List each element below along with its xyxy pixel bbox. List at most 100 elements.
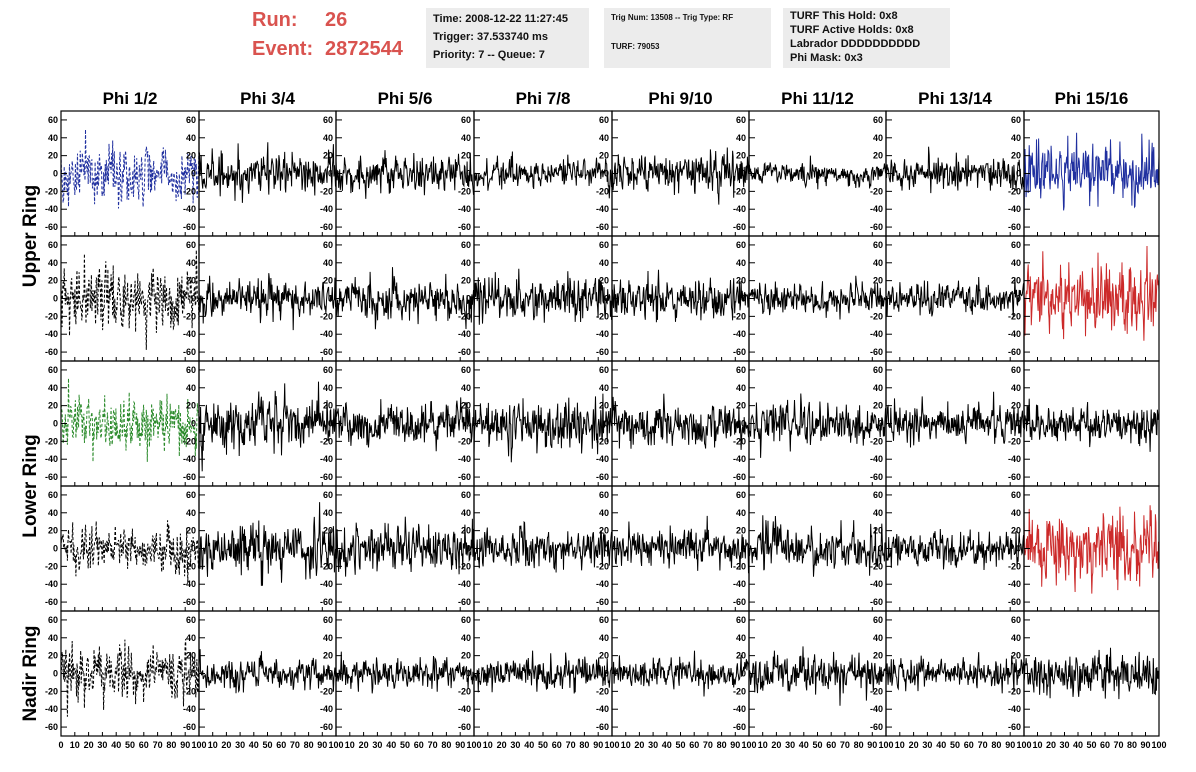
x-tick-label: 30: [785, 740, 795, 750]
phi-mask-text: Phi Mask: 0x3: [790, 52, 863, 64]
y-tick-label: 20: [461, 526, 471, 536]
waveform-trace: [198, 649, 337, 694]
y-tick-label: 20: [48, 651, 58, 661]
x-tick-label: 10: [895, 740, 905, 750]
y-tick-label: -40: [458, 579, 471, 589]
y-tick-label: 20: [48, 276, 58, 286]
y-tick-label: 40: [323, 508, 333, 518]
y-tick-label: 0: [466, 419, 471, 429]
y-tick-label: -40: [1008, 204, 1021, 214]
waveform-trace: [198, 502, 337, 586]
y-tick-label: 0: [604, 544, 609, 554]
x-tick-label: 50: [950, 740, 960, 750]
y-tick-label: 60: [1011, 115, 1021, 125]
y-tick-label: 60: [736, 115, 746, 125]
x-tick-label: 100: [328, 740, 343, 750]
y-tick-label: 20: [736, 526, 746, 536]
x-tick-label: 50: [675, 740, 685, 750]
y-tick-label: 20: [323, 401, 333, 411]
x-tick-label: 20: [1046, 740, 1056, 750]
waveform-trace: [473, 520, 613, 573]
y-tick-label: -20: [596, 311, 609, 321]
waveform-trace: [335, 397, 475, 452]
y-tick-label: 40: [873, 258, 883, 268]
x-tick-label: 100: [466, 740, 481, 750]
y-tick-label: 20: [323, 651, 333, 661]
y-tick-label: -20: [1008, 686, 1021, 696]
y-tick-label: 20: [599, 401, 609, 411]
y-tick-label: -20: [733, 436, 746, 446]
y-tick-label: -60: [1008, 222, 1021, 232]
column-title: Phi 5/6: [378, 89, 433, 108]
x-tick-label: 40: [799, 740, 809, 750]
y-tick-label: -60: [870, 597, 883, 607]
y-tick-label: 0: [53, 294, 58, 304]
y-tick-label: -60: [320, 222, 333, 232]
y-tick-label: 40: [1011, 133, 1021, 143]
y-tick-label: -20: [320, 561, 333, 571]
column-title: Phi 9/10: [648, 89, 712, 108]
y-tick-label: 0: [1016, 294, 1021, 304]
x-tick-label: 70: [703, 740, 713, 750]
y-tick-label: 20: [1011, 276, 1021, 286]
x-tick-label: 20: [771, 740, 781, 750]
x-tick-label: 20: [359, 740, 369, 750]
y-tick-label: 20: [873, 651, 883, 661]
y-tick-label: -40: [320, 329, 333, 339]
x-tick-label: 90: [180, 740, 190, 750]
y-tick-label: 20: [323, 276, 333, 286]
y-tick-label: 0: [53, 419, 58, 429]
y-tick-label: -40: [733, 329, 746, 339]
y-tick-label: 60: [323, 490, 333, 500]
y-tick-label: 20: [323, 526, 333, 536]
y-tick-label: 60: [323, 240, 333, 250]
y-tick-label: -20: [183, 561, 196, 571]
x-tick-label: 40: [111, 740, 121, 750]
run-label: Run:: [252, 9, 298, 31]
x-tick-label: 80: [991, 740, 1001, 750]
y-tick-label: -60: [183, 472, 196, 482]
y-tick-label: -20: [733, 561, 746, 571]
y-tick-label: -40: [45, 454, 58, 464]
x-tick-label: 50: [812, 740, 822, 750]
y-tick-label: -60: [458, 222, 471, 232]
y-tick-label: -20: [458, 311, 471, 321]
y-tick-label: -20: [183, 436, 196, 446]
y-tick-label: -60: [458, 722, 471, 732]
x-tick-label: 90: [593, 740, 603, 750]
y-tick-label: 40: [736, 633, 746, 643]
x-tick-label: 10: [70, 740, 80, 750]
y-tick-label: -40: [458, 204, 471, 214]
y-tick-label: 20: [599, 151, 609, 161]
y-tick-label: 20: [48, 151, 58, 161]
y-tick-label: 40: [461, 133, 471, 143]
y-tick-label: 20: [186, 526, 196, 536]
y-tick-label: -40: [183, 704, 196, 714]
x-tick-label: 40: [524, 740, 534, 750]
x-tick-label: 90: [867, 740, 877, 750]
y-tick-label: -20: [458, 561, 471, 571]
y-tick-label: 20: [873, 276, 883, 286]
y-tick-label: 0: [191, 669, 196, 679]
y-tick-label: -40: [733, 579, 746, 589]
y-tick-label: 0: [741, 544, 746, 554]
waveform-trace: [60, 129, 200, 209]
y-tick-label: 20: [461, 401, 471, 411]
x-tick-label: 70: [428, 740, 438, 750]
y-tick-label: -20: [870, 311, 883, 321]
run-event-header: Run: 26 Event: 2872544: [252, 6, 422, 68]
column-title: Phi 7/8: [516, 89, 571, 108]
y-tick-label: 0: [604, 419, 609, 429]
y-tick-label: -60: [183, 347, 196, 357]
y-tick-label: 60: [736, 240, 746, 250]
y-tick-label: -40: [458, 329, 471, 339]
x-tick-label: 60: [414, 740, 424, 750]
x-tick-label: 30: [235, 740, 245, 750]
y-tick-label: 60: [48, 240, 58, 250]
y-tick-label: 0: [53, 544, 58, 554]
y-tick-label: -60: [596, 222, 609, 232]
x-tick-label: 90: [730, 740, 740, 750]
y-tick-label: -40: [596, 204, 609, 214]
x-tick-label: 90: [1140, 740, 1150, 750]
x-tick-label: 70: [1113, 740, 1123, 750]
